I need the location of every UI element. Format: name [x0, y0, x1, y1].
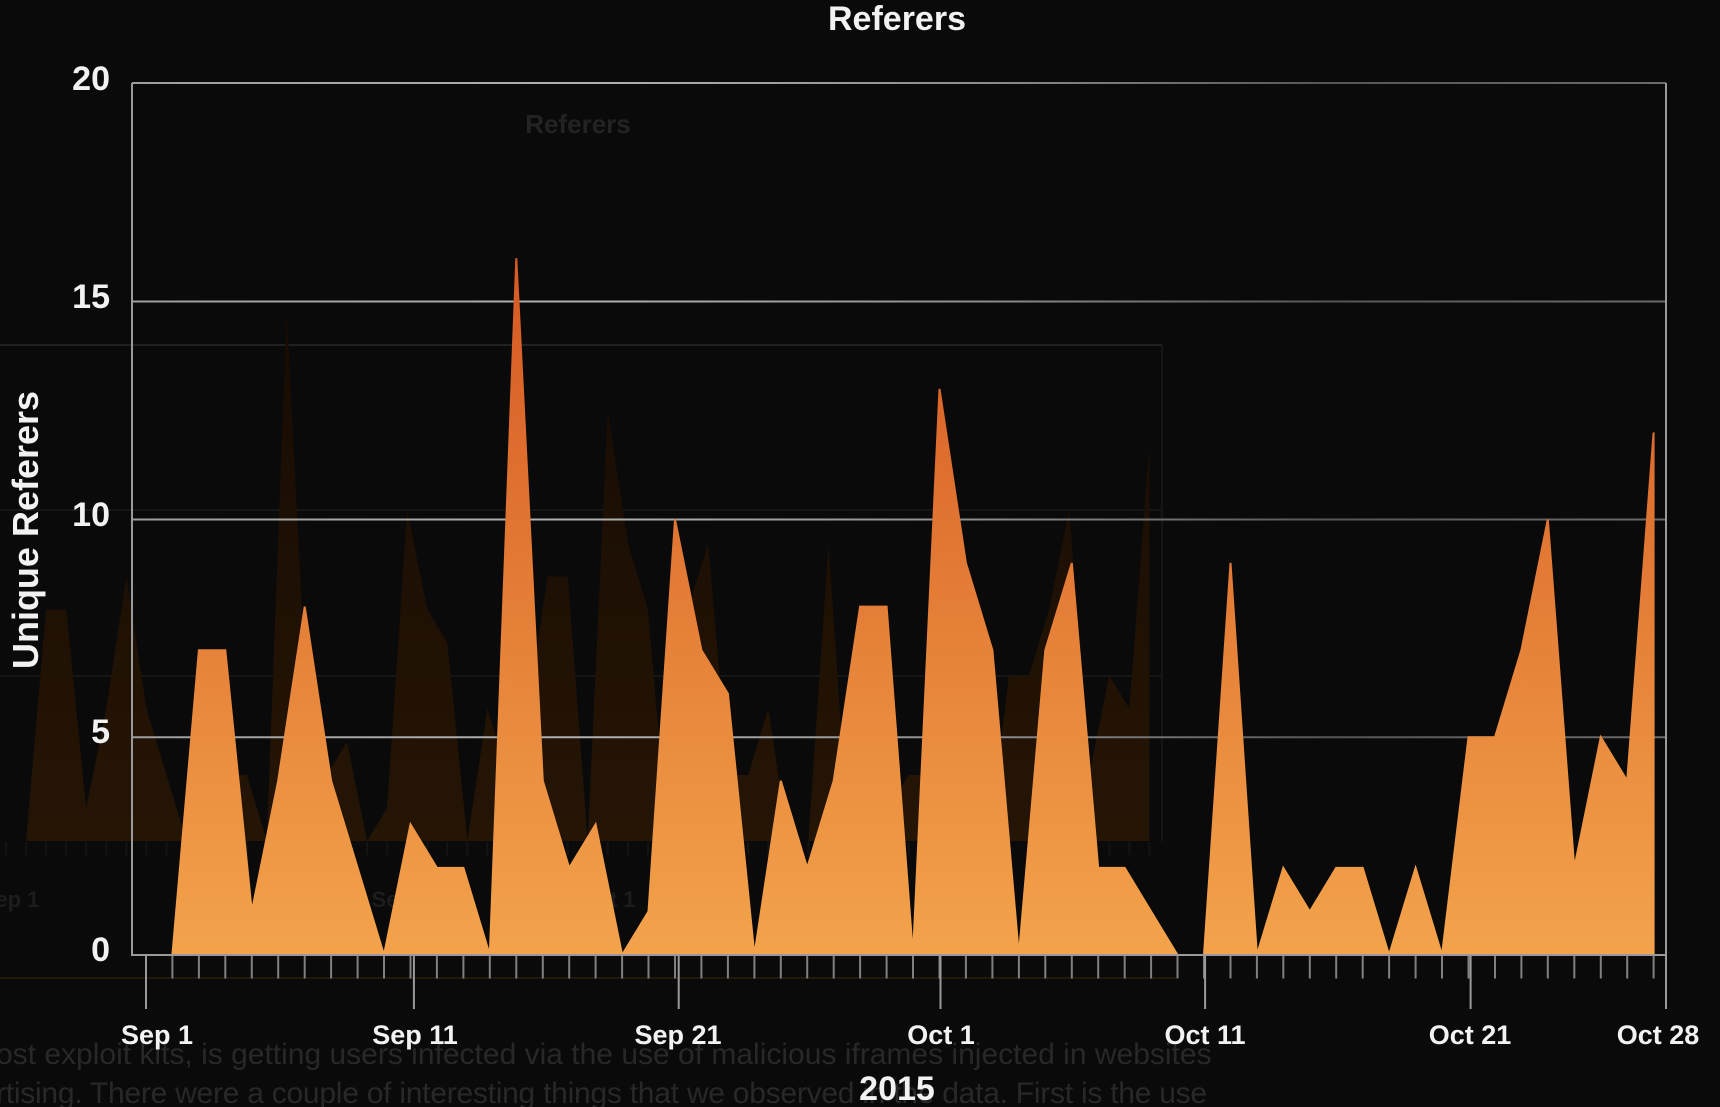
svg-text:2015: 2015: [859, 1070, 935, 1107]
svg-text:0: 0: [91, 931, 110, 969]
svg-text:Oct 1: Oct 1: [907, 1020, 975, 1050]
svg-text:rtising. There were a couple o: rtising. There were a couple of interest…: [0, 1077, 1207, 1107]
svg-text:Sep 1: Sep 1: [121, 1020, 193, 1050]
svg-text:Sep 21: Sep 21: [634, 1020, 721, 1050]
svg-text:20: 20: [72, 60, 110, 98]
svg-text:Unique Referers: Unique Referers: [5, 391, 46, 669]
svg-text:Referers: Referers: [525, 109, 631, 139]
svg-text:ost exploit kits, is getting u: ost exploit kits, is getting users infec…: [0, 1038, 1212, 1071]
svg-text:10: 10: [72, 496, 110, 534]
svg-text:5: 5: [91, 713, 110, 751]
svg-text:Oct 21: Oct 21: [1429, 1020, 1512, 1050]
svg-text:Sep 11: Sep 11: [372, 1020, 458, 1050]
svg-text:Sep 1: Sep 1: [0, 887, 39, 912]
svg-text:Oct 11: Oct 11: [1164, 1020, 1245, 1050]
svg-text:Oct 28: Oct 28: [1617, 1020, 1700, 1050]
svg-text:Referers: Referers: [828, 0, 966, 38]
svg-text:15: 15: [72, 278, 110, 316]
